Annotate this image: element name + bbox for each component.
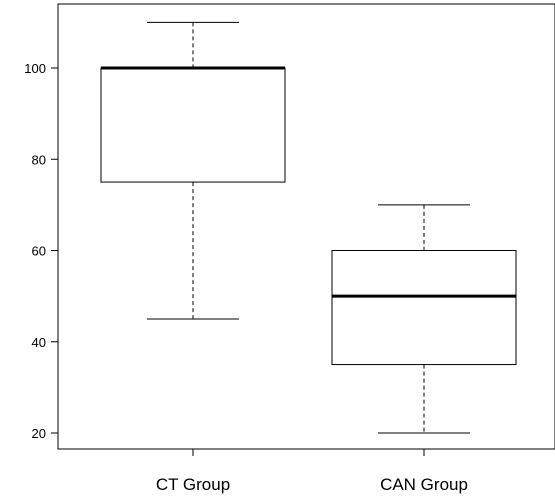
y-tick-label: 40 <box>32 335 46 350</box>
y-tick-label: 20 <box>32 426 46 441</box>
x-axis: CT Group CAN Group <box>156 449 468 494</box>
y-tick-label: 80 <box>32 152 46 167</box>
y-tick-label: 100 <box>24 61 46 76</box>
boxes-layer <box>100 21 517 434</box>
x-category-label: CT Group <box>156 475 230 494</box>
y-tick-label: 60 <box>32 244 46 259</box>
iqr-box <box>331 250 517 366</box>
iqr-box <box>100 67 286 183</box>
plot-frame <box>57 3 555 450</box>
x-category-label: CAN Group <box>380 475 468 494</box>
box-ct-group <box>100 21 286 320</box>
y-axis: 20 40 60 80 100 <box>24 61 58 441</box>
box-can-group <box>331 204 517 434</box>
